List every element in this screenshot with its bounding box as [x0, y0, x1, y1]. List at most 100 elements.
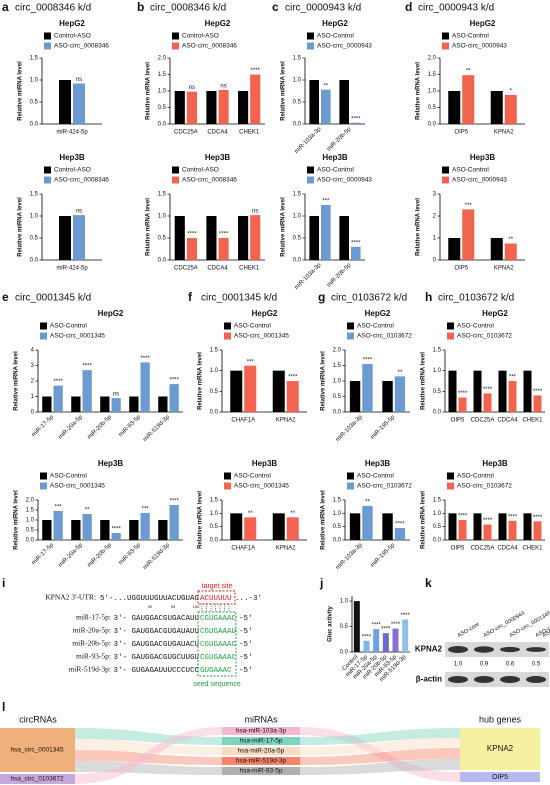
legend-label: Control-ASO [182, 167, 219, 174]
bar [238, 91, 249, 124]
panel-letter: b [137, 0, 144, 14]
y-axis-label: Relative miRNA level [281, 197, 287, 257]
legend-label: ASO-circ_0008346 [182, 177, 237, 184]
legend-swatch [224, 482, 231, 490]
legend-label: Control-ASO [54, 167, 91, 174]
y-axis-label: Relative miRNA level [18, 61, 24, 121]
y-tick-label: 0.5 [210, 389, 219, 395]
significance-label: ** [398, 370, 403, 376]
bar [218, 90, 229, 124]
y-tick-label: 0.0 [433, 410, 442, 416]
legend-label: ASO-circ_0103672 [457, 333, 512, 340]
legend-swatch [307, 42, 314, 50]
blot-bands [448, 646, 546, 683]
significance-label: ** [85, 508, 90, 514]
bar [73, 83, 85, 124]
legend-swatch [442, 176, 449, 184]
mirna-name: miR-93-5p: [76, 652, 111, 661]
y-tick-label: 1.0 [26, 518, 35, 524]
flow [75, 761, 222, 775]
bar [504, 94, 517, 124]
legend-swatch [442, 42, 449, 50]
y-tick-label: 1.5 [210, 348, 219, 354]
legend-label: ASO-circ_0103672 [357, 333, 412, 340]
y-tick-label: 0.5 [158, 236, 167, 242]
x-tick-label: CDC25A [471, 418, 495, 424]
significance-label: **** [533, 389, 543, 395]
node [222, 727, 300, 735]
significance-label: **** [371, 623, 381, 629]
x-tick-label: miR-93-5p [118, 414, 143, 439]
y-tick-label: 0.5 [293, 236, 302, 242]
bar [244, 365, 257, 412]
x-tick-label: CDC25A [471, 546, 495, 552]
chart-subtitle: Hep3B [98, 459, 124, 468]
x-tick-label: miR-20b-5p [326, 126, 353, 153]
bar [392, 628, 399, 652]
legend-label: ASO-Control [452, 33, 489, 40]
x-tick-label: miR-103a-3p [335, 414, 364, 443]
y-tick-label: 0.5 [333, 524, 342, 530]
panel-letter: l [2, 700, 5, 714]
significance-label: ** [466, 69, 471, 75]
legend-label: ASO-Control [50, 473, 87, 480]
panel-k: k ASO-cont ASO-circ_0000943ASO-circ_00013… [415, 576, 550, 687]
panel-l: l circRNAs miRNAs hub genes hsa_circ_000… [0, 700, 540, 784]
significance-label: ns [76, 209, 82, 215]
legend-swatch [224, 472, 231, 480]
y-axis-label: Relative miRNA level [321, 351, 327, 411]
bar [349, 513, 361, 540]
y-tick-label: 1.0 [293, 78, 302, 84]
chart-subtitle: HepG2 [365, 309, 391, 318]
significance-label: **** [251, 68, 261, 74]
mirna-end: -5' [239, 667, 253, 675]
bar [321, 89, 331, 124]
legend-label: ASO-Control [317, 33, 354, 40]
y-tick-label: 2 [31, 379, 35, 385]
bar [186, 91, 197, 124]
flow [75, 750, 222, 765]
y-tick-label: 1.0 [30, 78, 39, 84]
bar [363, 640, 370, 652]
y-tick-label: 1.0 [433, 511, 442, 517]
panel-i: i target site KPNA2 3'-UTR: 5'-...UGGUUU… [2, 576, 262, 688]
y-tick-label: 1.5 [333, 498, 342, 504]
bar [382, 513, 393, 540]
legend-label: ASO-circ_0000943 [452, 177, 507, 184]
legend-swatch [442, 32, 449, 40]
panel-title: circ_0008346 k/d [15, 3, 91, 14]
y-tick-label: 4 [31, 348, 35, 354]
x-tick-label: miR-103a-3p [294, 126, 323, 155]
y-tick-label: 2.0 [158, 56, 167, 62]
y-axis-label: Relative mRNA level [416, 62, 422, 120]
x-tick-label: CHAF1A [231, 546, 255, 552]
mirna-name: miR-519d-3p: [69, 665, 112, 674]
y-axis-label: Relative mRNA level [146, 198, 152, 256]
bar [483, 393, 492, 412]
bar [53, 385, 63, 412]
seed-sequence: GUGAAAC [200, 667, 232, 675]
significance-label: **** [458, 514, 468, 520]
x-tick-label: miR-93-5p [118, 542, 143, 567]
y-tick-label: 1.5 [293, 56, 302, 62]
lane-label: ASO-cont [457, 622, 481, 639]
y-tick-label: 0.0 [333, 538, 342, 544]
legend-swatch [40, 482, 47, 490]
node [222, 767, 300, 775]
y-axis-label: Relative miRNA level [14, 351, 20, 411]
legend-label: ASO-circ_0000943 [452, 43, 507, 50]
node-label: hsa-miR-17-5p [240, 738, 283, 745]
y-axis-label: Relative mRNA level [198, 352, 204, 410]
node-label: OIP5 [492, 774, 508, 781]
panel-letter: i [2, 576, 5, 590]
lane-labels: ASO-cont ASO-circ_0000943ASO-circ_0001345… [457, 608, 550, 639]
chart-subtitle: HepG2 [252, 309, 278, 318]
chart-subtitle: HepG2 [59, 19, 85, 28]
node-label: hsa-miR-519d-3p [236, 758, 287, 765]
utr-end: ...-3' [235, 595, 262, 603]
flows [75, 727, 460, 784]
flow [300, 759, 460, 775]
y-tick-label: 0.5 [433, 389, 442, 395]
mirna-name: miR-20b-5p: [72, 639, 111, 648]
chart-subtitle: HepG2 [482, 309, 508, 318]
